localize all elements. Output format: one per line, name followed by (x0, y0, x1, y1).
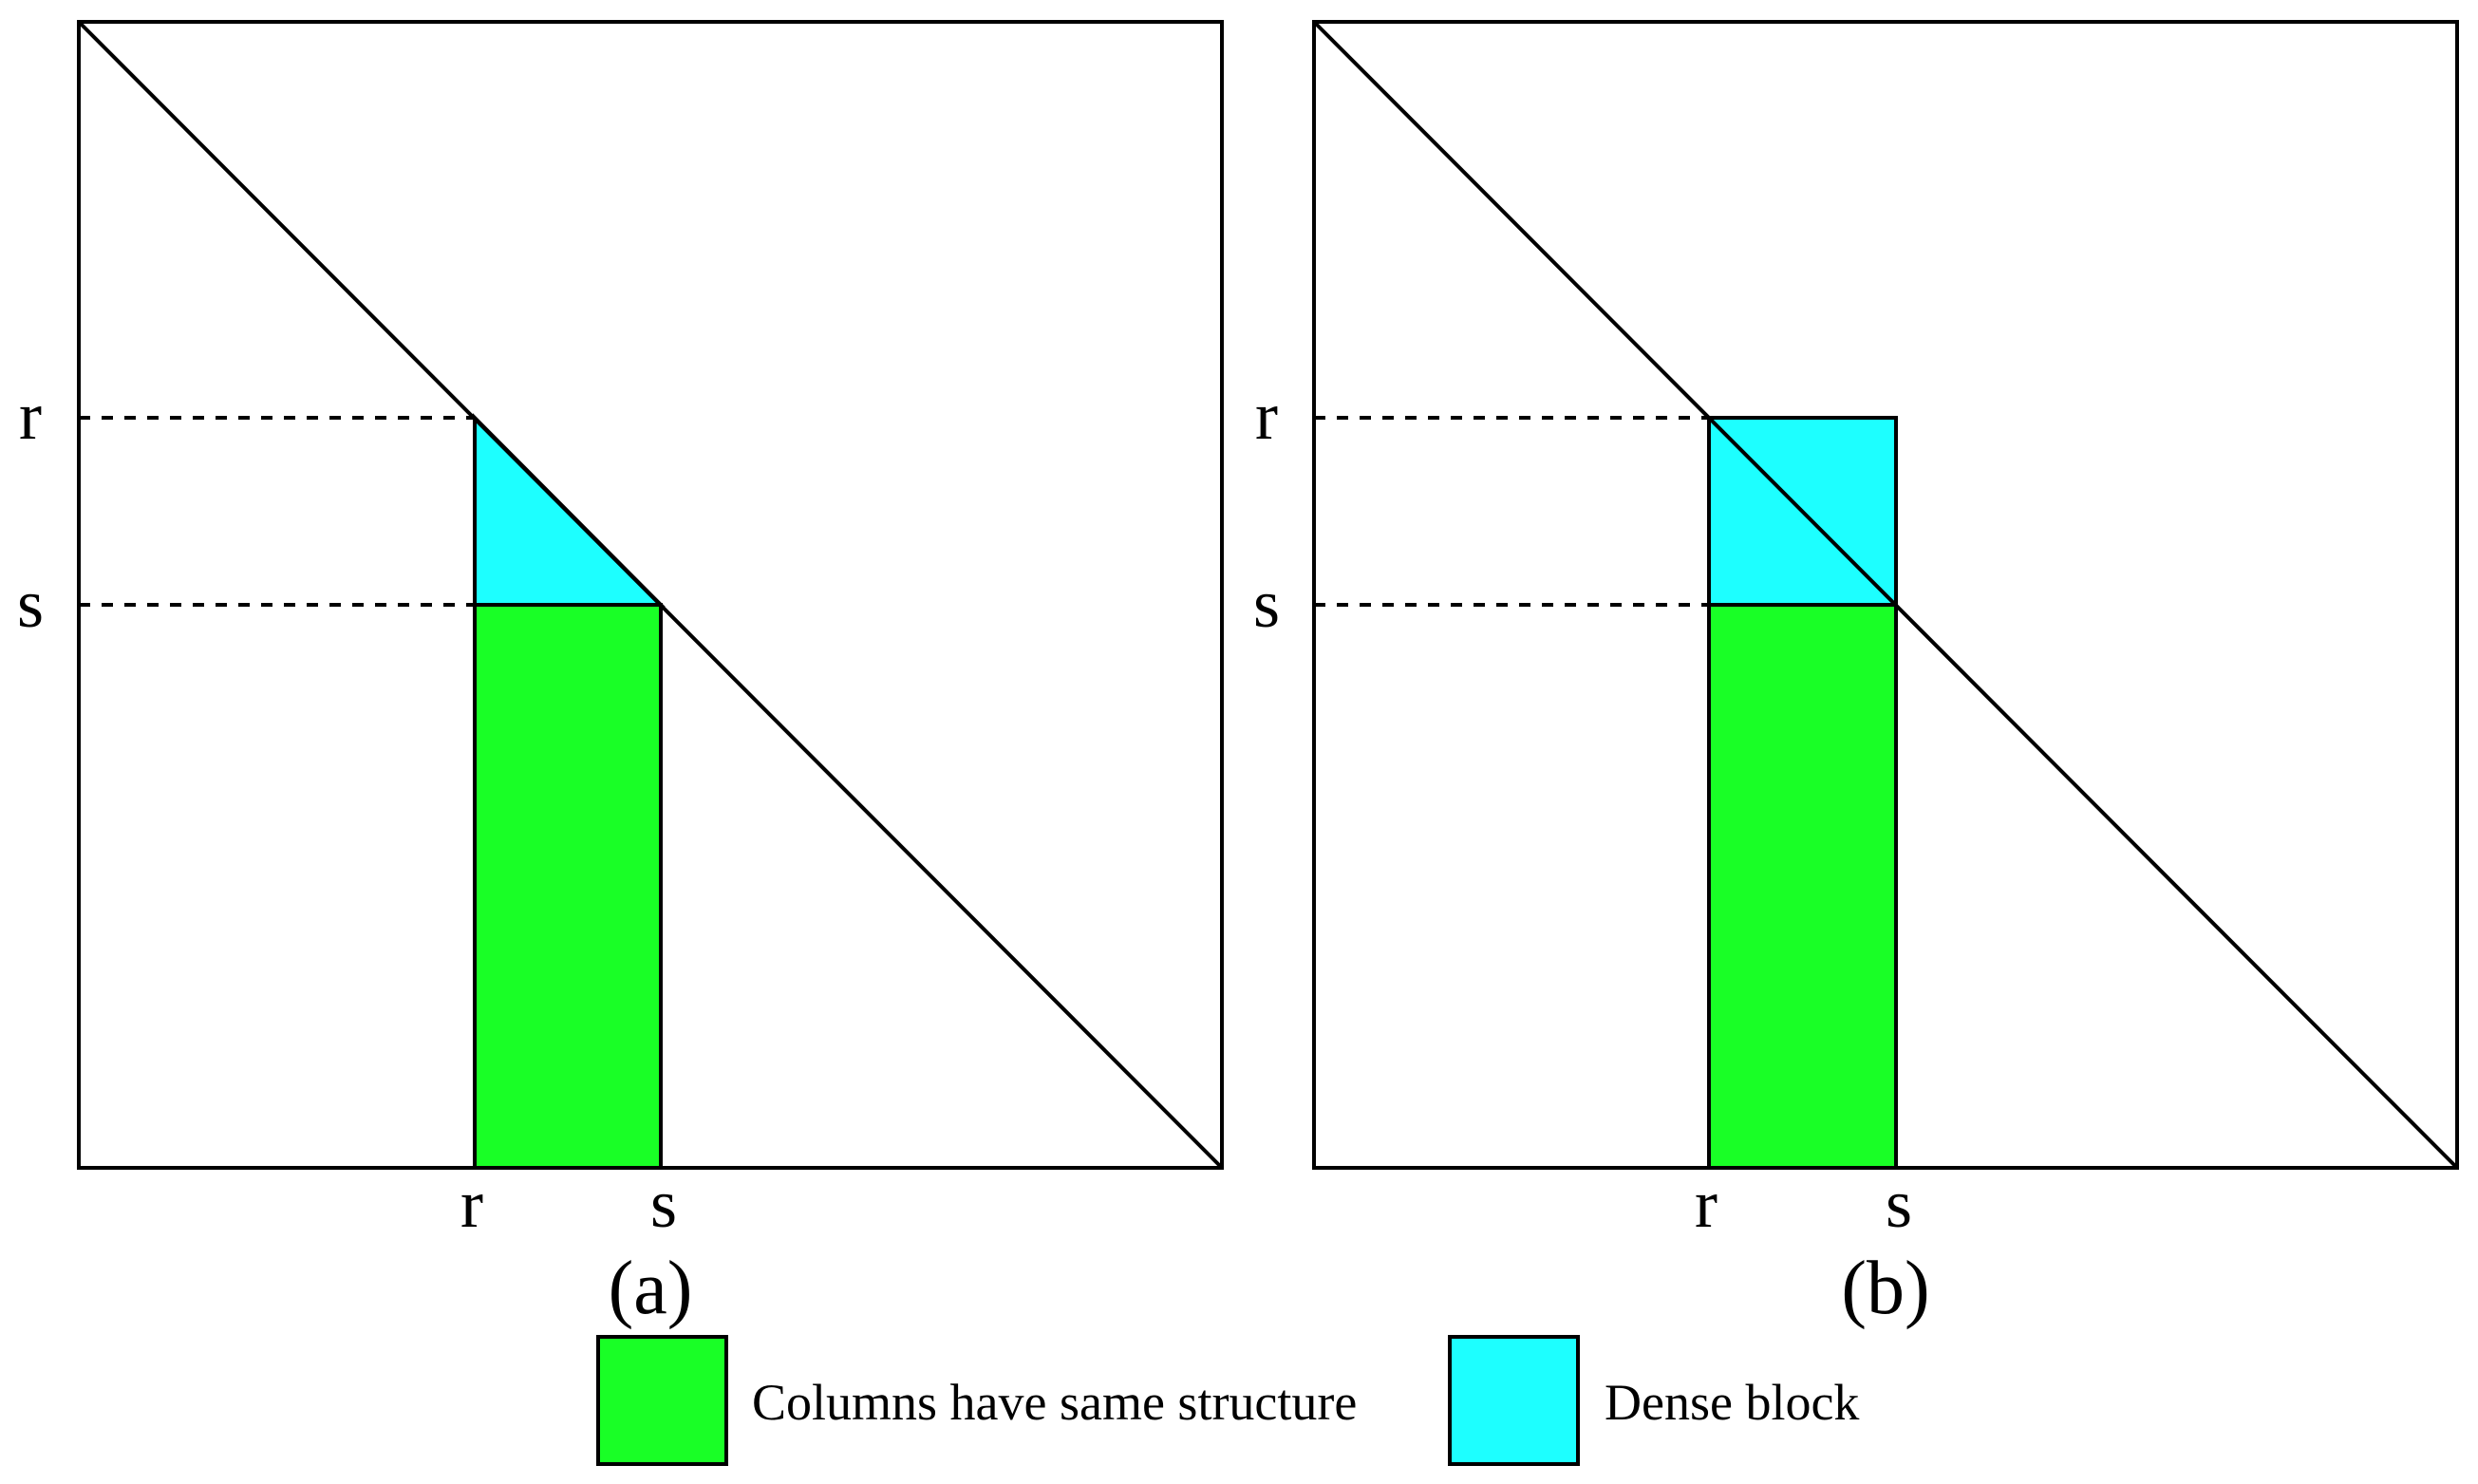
panel-a-caption: (a) (609, 1247, 693, 1330)
panel-b-row-label-s: s (1253, 566, 1280, 642)
legend-label-cyan: Dense block (1605, 1374, 1859, 1431)
panel-a-green-region (473, 603, 663, 1170)
legend-swatch-cyan (1448, 1335, 1580, 1466)
panel-b-col-label-r: r (1695, 1166, 1718, 1242)
panel-b-col-label-s: s (1886, 1166, 1912, 1242)
panel-a-row-label-r: r (19, 378, 42, 454)
panel-b-row-label-r: r (1255, 378, 1278, 454)
panel-b-green-region (1707, 603, 1898, 1170)
panel-b-caption: (b) (1841, 1247, 1929, 1330)
panel-b-diagonal (1312, 20, 2459, 1170)
panel-a-col-label-s: s (650, 1166, 677, 1242)
panel-a-col-label-r: r (460, 1166, 483, 1242)
panel-b: r s r s (b) (1253, 20, 2459, 1330)
legend-label-green: Columns have same structure (752, 1374, 1357, 1431)
legend: Columns have same structure Dense block (596, 1335, 1859, 1466)
panel-b-matrix-frame (1312, 20, 2459, 1170)
panel-a-diagonal (77, 20, 1224, 1170)
legend-swatch-green (596, 1335, 728, 1466)
panel-a: r s r s (a) (17, 20, 1224, 1330)
panel-a-matrix-frame (77, 20, 1224, 1170)
panel-a-row-label-s: s (17, 566, 44, 642)
